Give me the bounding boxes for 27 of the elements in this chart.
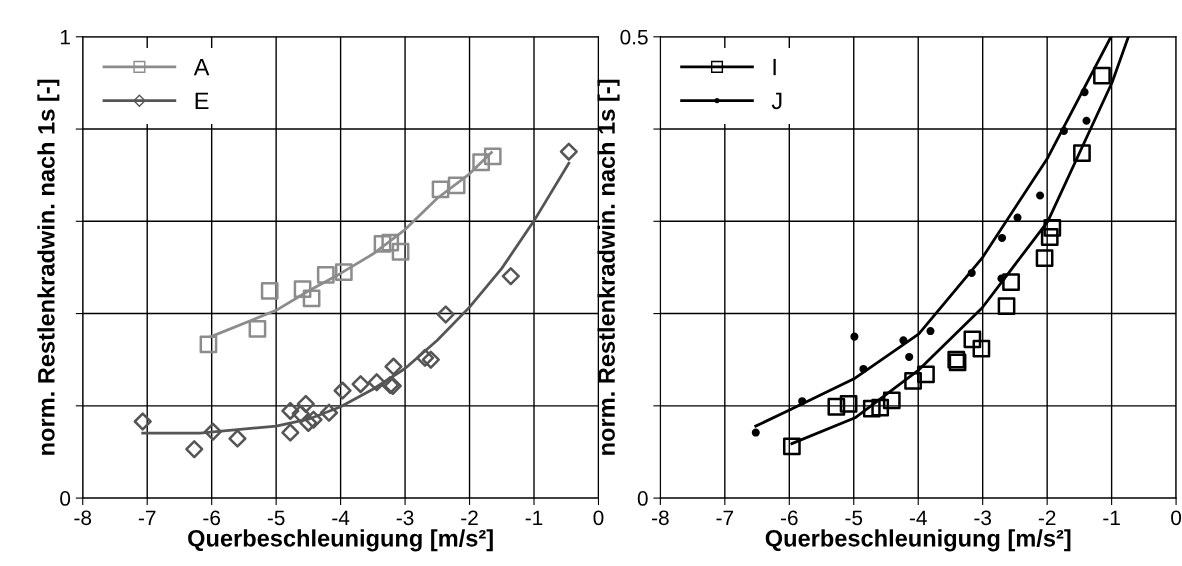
x-tick-label: -8 [74, 510, 92, 526]
x-axis-title: Querbeschleunigung [m/s²] [765, 529, 1071, 552]
x-tick-label: -6 [203, 510, 221, 526]
legend-label: E [195, 92, 209, 109]
x-tick-label: -2 [461, 510, 478, 525]
y-tick-label: 0.5 [620, 29, 648, 45]
x-tick-label: -3 [396, 510, 414, 526]
legend-label: I [773, 58, 776, 76]
x-tick-label: 0 [593, 510, 604, 526]
x-tick-label: -2 [1038, 510, 1056, 525]
x-tick-label: -1 [1103, 510, 1120, 525]
x-tick-label: -5 [267, 510, 285, 526]
x-tick-label: -5 [845, 510, 863, 526]
x-tick-label: 0 [1171, 510, 1182, 526]
x-axis-title: Querbeschleunigung [m/s²] [188, 529, 493, 552]
legend-label: A [193, 58, 210, 76]
y-tick-label: 1 [60, 30, 70, 45]
x-tick-label: -4 [909, 510, 927, 525]
x-tick-label: -7 [138, 510, 156, 525]
x-tick-label: -1 [525, 510, 543, 525]
legend-label: J [771, 92, 782, 110]
y-axis-title: norm. Restlenkradwin. nach 1s [-] [37, 79, 60, 455]
x-tick-label: -8 [652, 510, 669, 526]
x-tick-label: -4 [332, 510, 350, 525]
x-tick-label: -7 [716, 510, 734, 525]
x-tick-label: -3 [974, 510, 992, 526]
x-tick-label: -6 [780, 510, 798, 526]
